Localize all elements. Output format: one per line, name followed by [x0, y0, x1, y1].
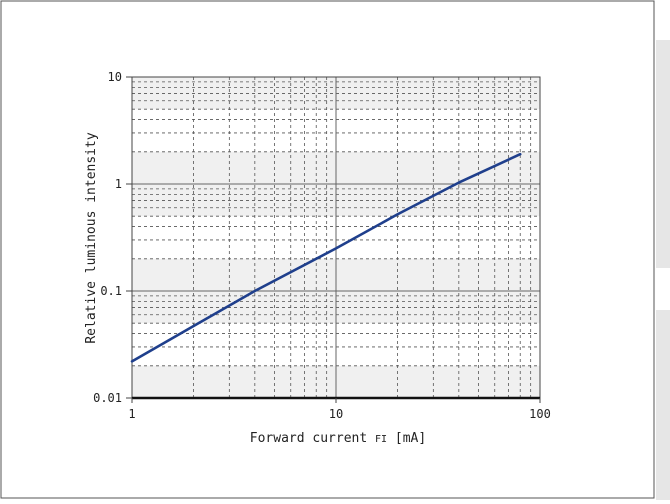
axes [126, 76, 541, 403]
tick-labels: 0.01 0.1 1 10 1 10 100 [93, 70, 551, 421]
y-tick-label: 10 [108, 70, 122, 84]
y-axis-label: Relative luminous intensity [84, 132, 99, 343]
series-line-0 [130, 152, 522, 363]
x-tick-label: 10 [329, 407, 343, 421]
x-tick-label: 100 [529, 407, 551, 421]
axis-labels: Relative luminous intensity Forward curr… [84, 132, 426, 446]
y-tick-label: 0.1 [100, 284, 122, 298]
side-strip-bottom [656, 310, 670, 500]
x-axis-label: Forward current FI [mA] [250, 431, 426, 446]
x-axis-label-text: Forward current [250, 431, 367, 446]
x-axis-label-symbol: FI [375, 434, 387, 445]
y-tick-label: 0.01 [93, 391, 122, 405]
side-strip-top [656, 40, 670, 268]
x-tick-label: 1 [128, 407, 135, 421]
x-axis-label-unit: [mA] [395, 431, 426, 446]
series-layer [130, 152, 522, 363]
y-tick-label: 1 [115, 177, 122, 191]
